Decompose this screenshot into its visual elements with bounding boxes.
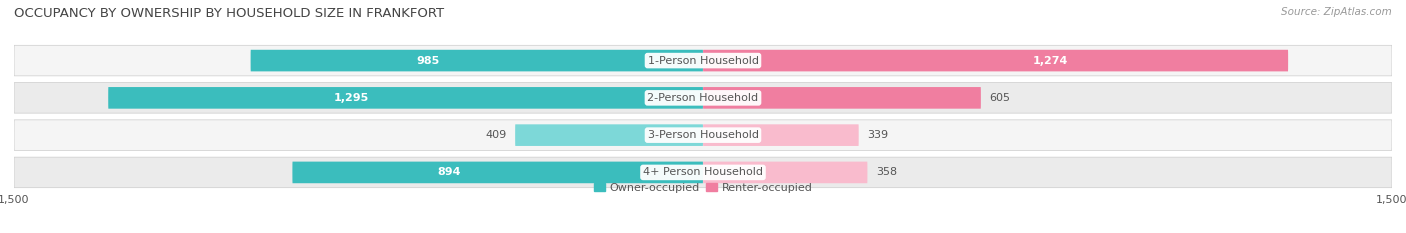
FancyBboxPatch shape: [515, 124, 703, 146]
FancyBboxPatch shape: [14, 120, 1392, 151]
FancyBboxPatch shape: [292, 162, 703, 183]
FancyBboxPatch shape: [14, 157, 1392, 188]
Text: 1-Person Household: 1-Person Household: [648, 56, 758, 65]
FancyBboxPatch shape: [14, 45, 1392, 76]
Text: 2-Person Household: 2-Person Household: [647, 93, 759, 103]
FancyBboxPatch shape: [703, 50, 1288, 71]
FancyBboxPatch shape: [703, 87, 981, 109]
Legend: Owner-occupied, Renter-occupied: Owner-occupied, Renter-occupied: [589, 178, 817, 197]
Text: 605: 605: [990, 93, 1010, 103]
Text: 894: 894: [437, 168, 461, 177]
Text: 1,295: 1,295: [333, 93, 368, 103]
FancyBboxPatch shape: [108, 87, 703, 109]
Text: 4+ Person Household: 4+ Person Household: [643, 168, 763, 177]
Text: 985: 985: [416, 56, 440, 65]
Text: OCCUPANCY BY OWNERSHIP BY HOUSEHOLD SIZE IN FRANKFORT: OCCUPANCY BY OWNERSHIP BY HOUSEHOLD SIZE…: [14, 7, 444, 20]
FancyBboxPatch shape: [703, 124, 859, 146]
Text: 3-Person Household: 3-Person Household: [648, 130, 758, 140]
FancyBboxPatch shape: [250, 50, 703, 71]
FancyBboxPatch shape: [14, 82, 1392, 113]
Text: 1,274: 1,274: [1032, 56, 1067, 65]
Text: 409: 409: [485, 130, 508, 140]
Text: Source: ZipAtlas.com: Source: ZipAtlas.com: [1281, 7, 1392, 17]
Text: 339: 339: [868, 130, 889, 140]
Text: 358: 358: [876, 168, 897, 177]
FancyBboxPatch shape: [703, 162, 868, 183]
